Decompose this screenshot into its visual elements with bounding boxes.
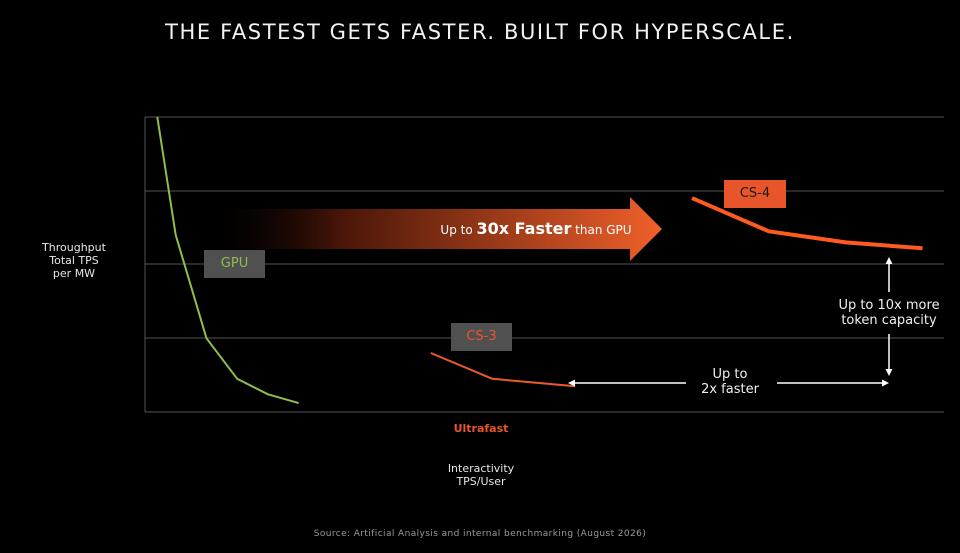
series-label-cs3: CS-3	[451, 323, 512, 351]
capacity-annotation: Up to 10x more token capacity	[838, 298, 940, 328]
series-line-gpu	[156, 116, 299, 405]
speed-annotation: Up to 2x faster	[701, 367, 759, 397]
capacity-arrowhead-top	[885, 257, 893, 264]
y-axis-label: Throughput Total TPS per MW	[42, 241, 106, 280]
series-line-cs4	[691, 196, 923, 251]
speedup-arrow-text: Up to 30x Faster than GPU	[440, 219, 631, 238]
x-axis-label: Interactivity TPS/User	[447, 462, 515, 488]
source-note: Source: Artificial Analysis and internal…	[313, 529, 647, 539]
series-label-cs4: CS-4	[724, 180, 786, 208]
ultrafast-label: Ultrafast	[454, 422, 509, 435]
series-label-gpu: GPU	[204, 250, 265, 278]
speedup-arrow	[205, 197, 662, 261]
speed-arrowhead-left	[568, 379, 575, 387]
capacity-arrowhead-bottom	[885, 369, 893, 376]
chart-title: THE FASTEST GETS FASTER. BUILT FOR HYPER…	[165, 20, 795, 44]
speed-arrowhead-right	[882, 379, 889, 387]
series-line-cs3	[430, 352, 576, 388]
